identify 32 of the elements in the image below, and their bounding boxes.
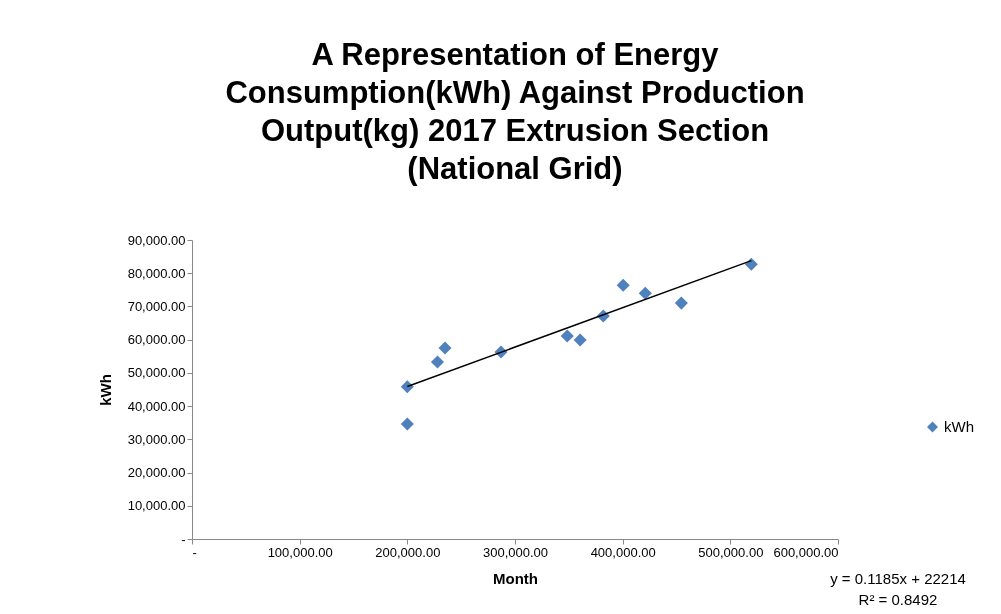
- y-tick-label: 50,000.00: [127, 365, 186, 381]
- point: [638, 286, 652, 300]
- point: [438, 341, 452, 355]
- point: [674, 296, 688, 310]
- y-tick-label: 70,000.00: [127, 298, 186, 314]
- text: y = 0.1185x + 22214: [830, 570, 966, 587]
- y-tick-label: 40,000.00: [127, 398, 186, 414]
- point: [400, 417, 414, 431]
- x-tick-label: 400,000.00: [590, 544, 656, 560]
- y-tick-label: 30,000.00: [127, 431, 186, 447]
- x-tick-label: 100,000.00: [267, 544, 333, 560]
- point: [616, 278, 630, 292]
- y-tick-label: -: [181, 531, 186, 547]
- chart-title: A Representation of Energy Consumption(kWh) Against Production Output(kg) 2017 Extrusion Section (National Grid): [225, 37, 805, 186]
- text: R² = 0.8492: [858, 591, 938, 608]
- y-tick-label: 90,000.00: [127, 232, 186, 248]
- point: [573, 333, 587, 347]
- x-axis-title: Month: [493, 569, 538, 587]
- y-tick-label: 20,000.00: [127, 465, 186, 481]
- point: [560, 329, 574, 343]
- x-tick-label: 500,000.00: [698, 544, 764, 560]
- x-tick-label: 200,000.00: [375, 544, 441, 560]
- y-axis-title: kWh: [96, 374, 114, 406]
- x-tick-label: -: [192, 544, 197, 560]
- y-tick-label: 60,000.00: [127, 332, 186, 348]
- x-tick-label: 300,000.00: [482, 544, 549, 560]
- point: [430, 355, 444, 369]
- point: [400, 380, 414, 394]
- legend-label: kWh: [944, 417, 974, 435]
- y-tick-label: 10,000.00: [127, 498, 186, 514]
- x-tick-label: 600,000.00: [773, 544, 839, 560]
- y-tick-label: 80,000.00: [127, 265, 186, 281]
